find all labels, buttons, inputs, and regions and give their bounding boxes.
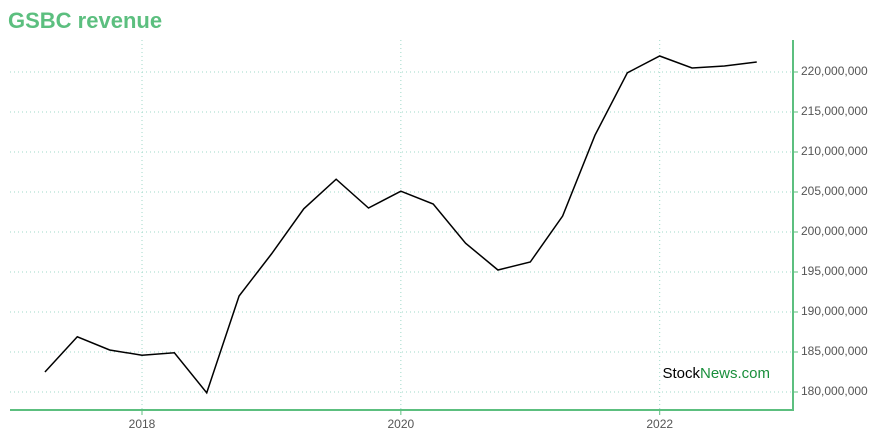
y-tick-label: 195,000,000 — [801, 264, 868, 278]
watermark-part: News.com — [700, 365, 770, 382]
y-tick-label: 210,000,000 — [801, 144, 868, 158]
y-tick-label: 205,000,000 — [801, 184, 868, 198]
y-tick-label: 185,000,000 — [801, 344, 868, 358]
watermark: StockNews.com — [662, 365, 770, 382]
x-tick-label: 2020 — [388, 417, 415, 431]
y-tick-label: 200,000,000 — [801, 224, 868, 238]
chart-title: GSBC revenue — [8, 8, 162, 33]
y-tick-label: 180,000,000 — [801, 384, 868, 398]
watermark-part: Stock — [662, 365, 700, 382]
line — [44, 55, 757, 395]
y-tick-label: 220,000,000 — [801, 64, 868, 78]
x-tick-label: 2022 — [646, 417, 673, 431]
x-tick-label: 2018 — [129, 417, 156, 431]
y-tick-label: 190,000,000 — [801, 304, 868, 318]
y-tick-label: 215,000,000 — [801, 104, 868, 118]
